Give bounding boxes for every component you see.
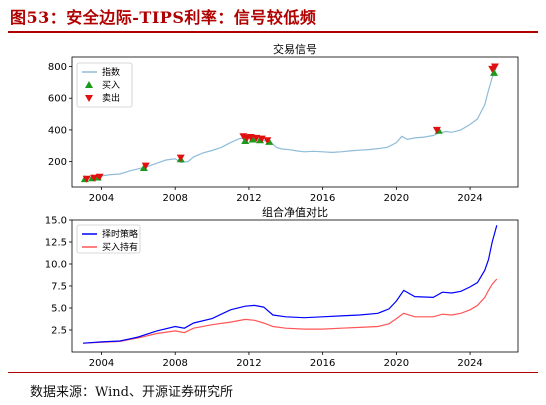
- y-tick-label: 15.0: [45, 216, 67, 227]
- chart-title: 组合净值对比: [262, 205, 328, 219]
- legend-label: 买入: [102, 80, 120, 91]
- source-note: 数据来源：Wind、开源证券研究所: [30, 385, 233, 400]
- x-tick-label: 2016: [310, 358, 335, 369]
- index-line: [83, 67, 497, 179]
- x-tick-label: 2016: [310, 193, 335, 204]
- sell-marker: [246, 134, 255, 142]
- legend-label: 卖出: [102, 92, 120, 104]
- x-tick-label: 2004: [89, 193, 114, 204]
- plot-frame: [71, 56, 519, 188]
- chart-panel-2: 组合净值对比 2004 2008 2012 2016 2020 2024 2.5 5.0 7.5 1…: [45, 205, 519, 369]
- x-tick-label: 2024: [457, 193, 482, 204]
- hold-line: [83, 278, 498, 344]
- buy-marker: [241, 137, 250, 145]
- y-tick-label: 7.5: [51, 282, 67, 293]
- timing-line: [83, 225, 498, 344]
- sell-marker: [95, 173, 104, 181]
- legend-label: 买入持有: [102, 241, 138, 253]
- chart-panel-1: 交易信号 2004 2008 2012 2016 2020 2024 200 400 600 800…: [48, 42, 519, 204]
- legend-box: [76, 224, 141, 254]
- title-divider: [8, 31, 538, 33]
- x-tick-label: 2004: [89, 358, 114, 369]
- source-divider: [8, 372, 538, 373]
- sell-marker: [263, 137, 272, 145]
- x-tick-label: 2008: [162, 193, 187, 204]
- x-tick-label: 2012: [236, 193, 261, 204]
- sell-marker: [176, 154, 185, 162]
- sell-marker: [432, 126, 441, 134]
- y-tick-label: 12.5: [45, 238, 67, 249]
- sell-marker: [141, 162, 150, 170]
- legend-label: 指数: [102, 66, 120, 78]
- buy-marker: [490, 68, 499, 76]
- sell-marker: [252, 134, 261, 142]
- x-tick-label: 2008: [162, 358, 187, 369]
- sell-marker: [82, 175, 91, 183]
- sell-marker: [90, 174, 99, 182]
- sell-marker: [490, 63, 499, 71]
- legend-swatch-sell: [85, 95, 93, 102]
- x-tick-label: 2012: [236, 358, 261, 369]
- x-tick-label: 2020: [384, 358, 409, 369]
- y-tick-label: 2.5: [51, 326, 67, 337]
- figure-title: 图53：安全边际-TIPS利率：信号较低频: [10, 8, 317, 27]
- legend-swatch-buy: [85, 81, 93, 88]
- y-tick-label: 600: [48, 94, 67, 105]
- y-tick-label: 10.0: [45, 260, 67, 271]
- y-tick-label: 800: [48, 62, 67, 73]
- chart-title: 交易信号: [273, 42, 317, 56]
- chart-canvas: 交易信号 2004 2008 2012 2016 2020 2024 200 400 600 800…: [45, 42, 519, 369]
- y-tick-label: 200: [48, 157, 67, 168]
- legend-label: 择时策略: [102, 228, 138, 240]
- y-tick-label: 400: [48, 125, 67, 136]
- x-tick-label: 2024: [457, 358, 482, 369]
- x-tick-label: 2020: [384, 193, 409, 204]
- y-tick-label: 5.0: [51, 304, 67, 315]
